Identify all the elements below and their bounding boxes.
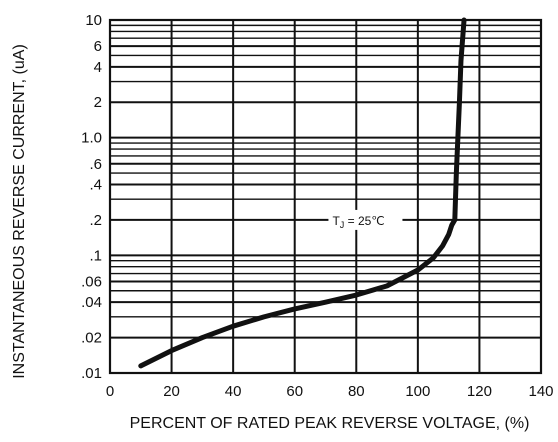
y-tick-label: .4 bbox=[89, 176, 102, 193]
y-tick-label: .04 bbox=[81, 294, 102, 311]
annotation-label: TJ = 25℃ bbox=[332, 214, 384, 230]
y-axis-label: INSTANTANEOUS REVERSE CURRENT, (uA) bbox=[11, 44, 28, 379]
y-tick-label: .02 bbox=[81, 330, 102, 347]
y-tick-label: .01 bbox=[81, 365, 102, 382]
x-axis-label: PERCENT OF RATED PEAK REVERSE VOLTAGE, (… bbox=[130, 415, 530, 432]
x-tick-label: 20 bbox=[163, 383, 180, 400]
annotation-background bbox=[328, 209, 403, 230]
y-tick-label: 10 bbox=[85, 12, 102, 29]
y-tick-label: 6 bbox=[94, 38, 102, 55]
y-tick-label: 1.0 bbox=[81, 130, 102, 147]
x-tick-label: 100 bbox=[405, 383, 430, 400]
y-tick-label: 2 bbox=[94, 94, 102, 111]
y-tick-label: .1 bbox=[89, 247, 102, 264]
x-tick-label: 80 bbox=[348, 383, 365, 400]
x-tick-label: 40 bbox=[225, 383, 242, 400]
x-tick-label: 0 bbox=[106, 383, 114, 400]
y-tick-label: 4 bbox=[94, 59, 102, 76]
x-tick-label: 60 bbox=[286, 383, 303, 400]
x-tick-label: 140 bbox=[528, 383, 553, 400]
y-tick-label: .6 bbox=[89, 156, 102, 173]
x-tick-label: 120 bbox=[467, 383, 492, 400]
series-line bbox=[138, 17, 467, 369]
y-tick-label: .06 bbox=[81, 273, 102, 290]
plot-frame bbox=[108, 18, 543, 375]
y-tick-label: .2 bbox=[89, 212, 102, 229]
